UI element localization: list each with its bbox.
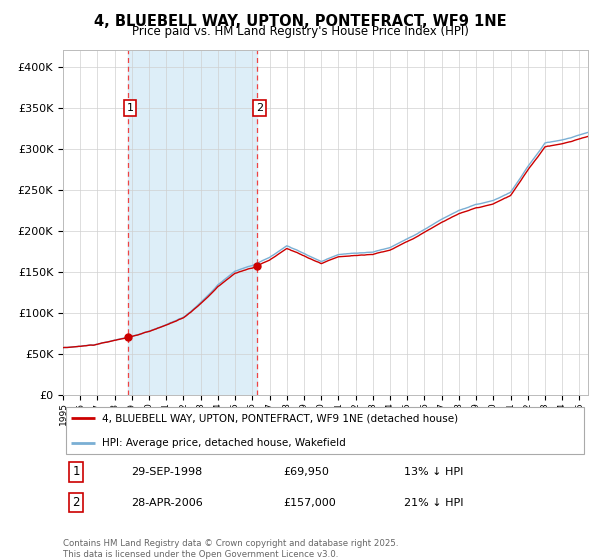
- Text: 4, BLUEBELL WAY, UPTON, PONTEFRACT, WF9 1NE: 4, BLUEBELL WAY, UPTON, PONTEFRACT, WF9 …: [94, 14, 506, 29]
- Bar: [128, 50, 257, 395]
- Text: 21% ↓ HPI: 21% ↓ HPI: [404, 498, 464, 507]
- FancyBboxPatch shape: [65, 407, 584, 454]
- Text: 13% ↓ HPI: 13% ↓ HPI: [404, 467, 464, 477]
- Text: 1: 1: [127, 103, 134, 113]
- Text: 2: 2: [73, 496, 80, 509]
- Text: 29-SEP-1998: 29-SEP-1998: [131, 467, 203, 477]
- Text: 28-APR-2006: 28-APR-2006: [131, 498, 203, 507]
- Text: 2: 2: [256, 103, 263, 113]
- Text: £157,000: £157,000: [284, 498, 336, 507]
- Text: 1: 1: [73, 465, 80, 478]
- Text: Price paid vs. HM Land Registry's House Price Index (HPI): Price paid vs. HM Land Registry's House …: [131, 25, 469, 38]
- Text: Contains HM Land Registry data © Crown copyright and database right 2025.
This d: Contains HM Land Registry data © Crown c…: [63, 539, 398, 559]
- Text: £69,950: £69,950: [284, 467, 329, 477]
- Text: 4, BLUEBELL WAY, UPTON, PONTEFRACT, WF9 1NE (detached house): 4, BLUEBELL WAY, UPTON, PONTEFRACT, WF9 …: [103, 413, 458, 423]
- Text: HPI: Average price, detached house, Wakefield: HPI: Average price, detached house, Wake…: [103, 438, 346, 448]
